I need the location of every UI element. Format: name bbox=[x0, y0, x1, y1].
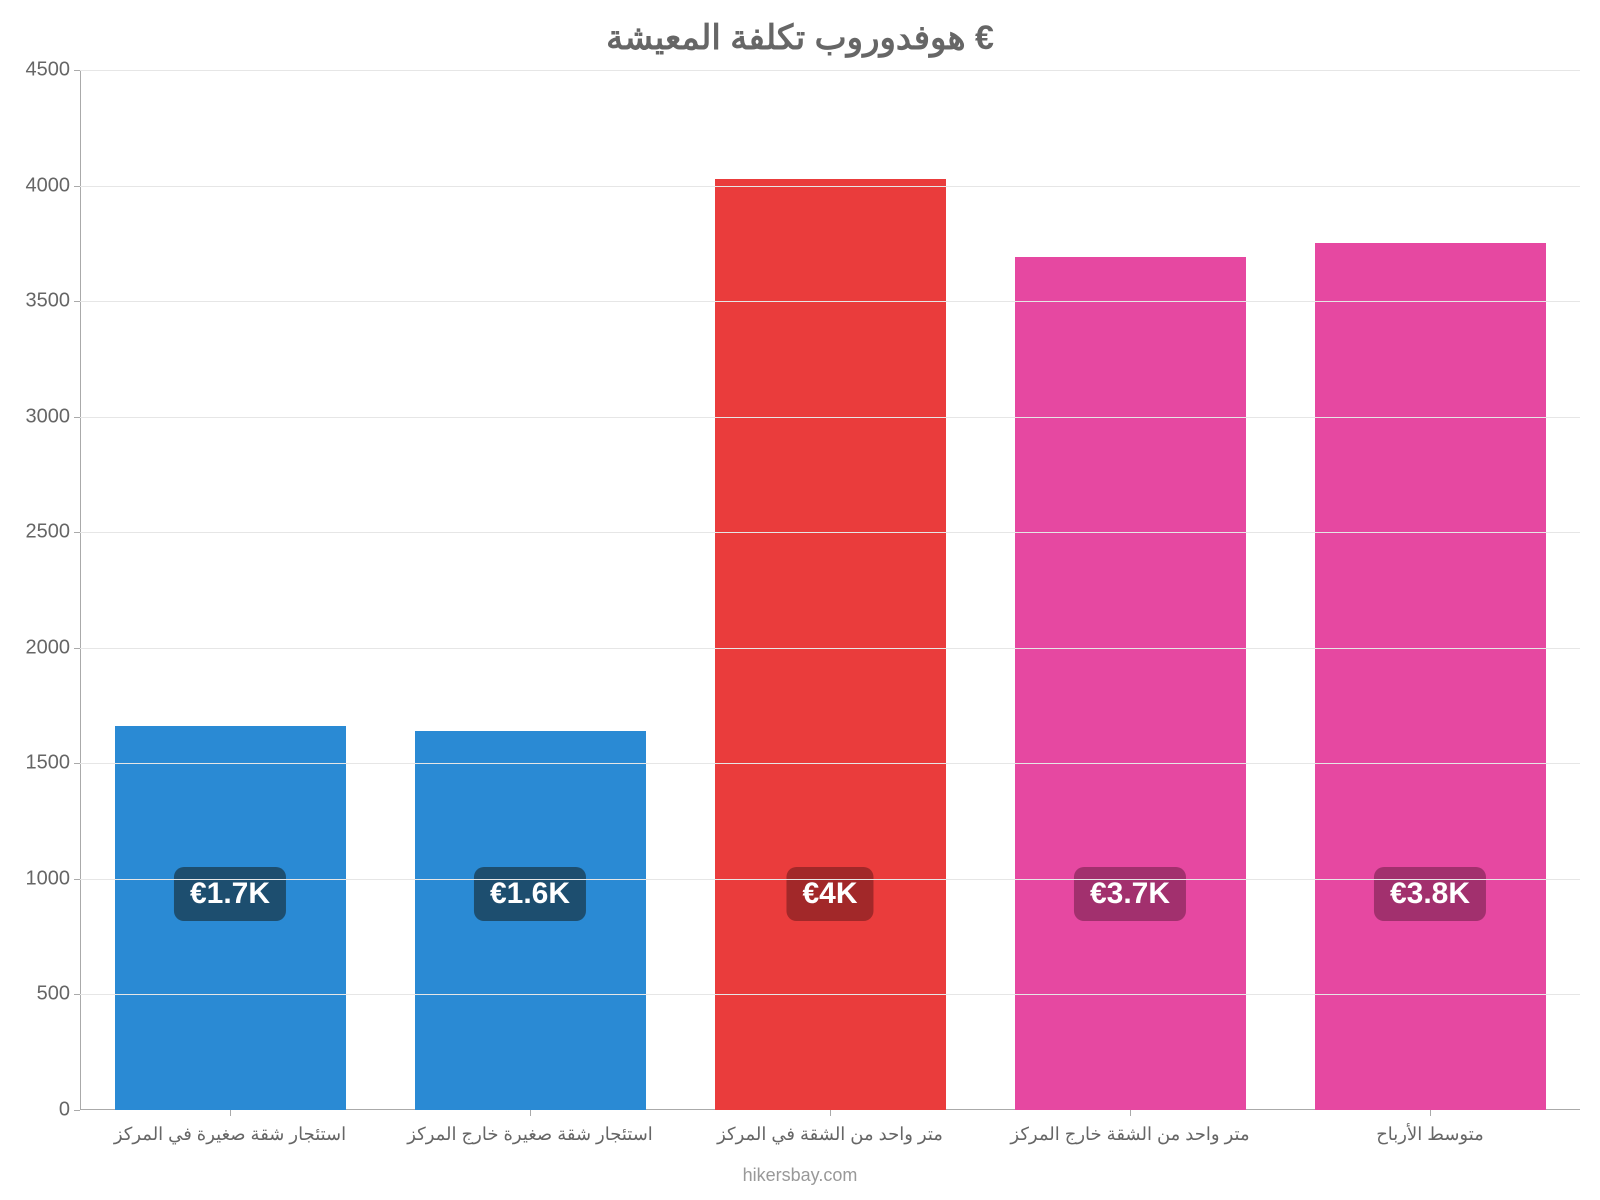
y-tick-label: 3500 bbox=[26, 290, 71, 313]
value-badge: €3.8K bbox=[1374, 867, 1486, 921]
gridline bbox=[80, 417, 1580, 418]
x-tick-mark bbox=[830, 1110, 831, 1116]
x-tick-mark bbox=[530, 1110, 531, 1116]
y-tick-mark bbox=[74, 186, 80, 187]
y-tick-label: 4500 bbox=[26, 59, 71, 82]
x-tick-mark bbox=[1430, 1110, 1431, 1116]
y-tick-mark bbox=[74, 301, 80, 302]
y-tick-mark bbox=[74, 994, 80, 995]
y-tick-mark bbox=[74, 879, 80, 880]
bar bbox=[1015, 257, 1246, 1110]
y-tick-mark bbox=[74, 763, 80, 764]
x-tick-label: استئجار شقة صغيرة في المركز bbox=[114, 1124, 346, 1145]
gridline bbox=[80, 763, 1580, 764]
bar bbox=[715, 179, 946, 1110]
y-tick-mark bbox=[74, 1110, 80, 1111]
y-tick-label: 500 bbox=[37, 983, 70, 1006]
y-tick-mark bbox=[74, 532, 80, 533]
gridline bbox=[80, 70, 1580, 71]
gridline bbox=[80, 532, 1580, 533]
y-tick-label: 0 bbox=[59, 1099, 70, 1122]
plot-area: €1.7K€1.6K€4K€3.7K€3.8K 0500100015002000… bbox=[80, 70, 1580, 1110]
gridline bbox=[80, 994, 1580, 995]
x-tick-label: استئجار شقة صغيرة خارج المركز bbox=[407, 1124, 653, 1145]
y-tick-label: 2000 bbox=[26, 636, 71, 659]
x-tick-label: متر واحد من الشقة في المركز bbox=[717, 1124, 943, 1145]
gridline bbox=[80, 879, 1580, 880]
bars-container: €1.7K €1.6K €4K €3.7K €3.8K bbox=[80, 70, 1580, 1110]
y-tick-label: 4000 bbox=[26, 174, 71, 197]
y-tick-mark bbox=[74, 417, 80, 418]
x-tick-mark bbox=[230, 1110, 231, 1116]
value-badge: €1.7K bbox=[174, 867, 286, 921]
x-tick-label: متر واحد من الشقة خارج المركز bbox=[1010, 1124, 1249, 1145]
y-tick-label: 1000 bbox=[26, 867, 71, 890]
gridline bbox=[80, 186, 1580, 187]
bar bbox=[1315, 243, 1546, 1110]
gridline bbox=[80, 301, 1580, 302]
value-badge: €3.7K bbox=[1074, 867, 1186, 921]
x-tick-mark bbox=[1130, 1110, 1131, 1116]
chart-title: هوفدوروب تكلفة المعيشة € bbox=[0, 18, 1600, 58]
y-tick-label: 1500 bbox=[26, 752, 71, 775]
value-badge: €1.6K bbox=[474, 867, 586, 921]
y-tick-mark bbox=[74, 648, 80, 649]
gridline bbox=[80, 648, 1580, 649]
value-badge: €4K bbox=[786, 867, 873, 921]
chart-footer: hikersbay.com bbox=[0, 1165, 1600, 1186]
y-tick-label: 2500 bbox=[26, 521, 71, 544]
chart: هوفدوروب تكلفة المعيشة € €1.7K €1.6K €4K €3… bbox=[0, 0, 1600, 1200]
y-tick-label: 3000 bbox=[26, 405, 71, 428]
x-tick-label: متوسط الأرباح bbox=[1376, 1124, 1484, 1145]
y-tick-mark bbox=[74, 70, 80, 71]
